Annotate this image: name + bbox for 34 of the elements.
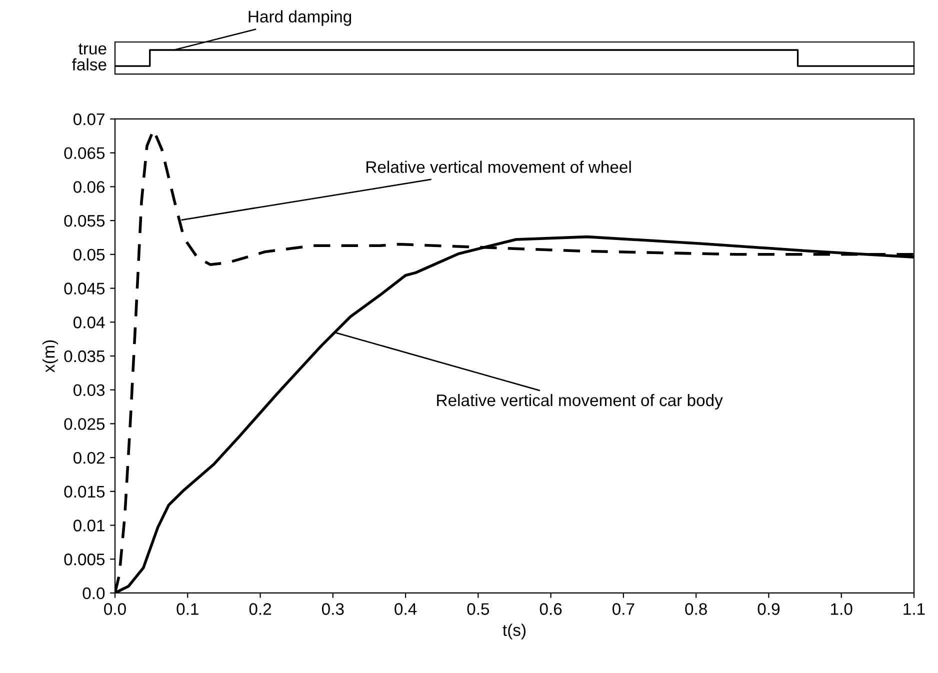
x-tick-label: 1.1 — [904, 603, 925, 615]
text: false — [72, 58, 106, 70]
y-tick-label: 0.07 — [73, 113, 104, 126]
x-tick-label: 0.9 — [758, 603, 780, 615]
y-tick-label: 0.065 — [64, 147, 105, 160]
x-tick-label: 0.2 — [249, 603, 272, 615]
x-tick-label: 1.0 — [831, 603, 852, 615]
x-tick-label: 0.5 — [467, 603, 490, 615]
y-tick-label: 0.015 — [64, 486, 105, 498]
y-axis-title: x(m) — [42, 340, 58, 372]
y-tick-label: 0.04 — [73, 316, 105, 328]
y-tick-label: 0.0 — [82, 587, 105, 600]
annotation: Relative vertical movement of wheel — [366, 160, 631, 173]
y-tick-label: 0.05 — [73, 248, 105, 261]
x-tick-label: 0.0 — [104, 603, 126, 615]
annotation: Relative vertical movement of car body — [437, 394, 723, 410]
x-tick-label: 0.3 — [322, 603, 344, 615]
y-tick-label: 0.005 — [64, 554, 105, 566]
y-tick-label: 0.055 — [64, 214, 105, 227]
x-tick-label: 0.6 — [540, 603, 562, 615]
x-tick-label: 0.7 — [612, 603, 634, 615]
x-tick-label: 0.1 — [176, 603, 198, 615]
y-tick-label: 0.01 — [73, 520, 104, 532]
annotation: Hard damping — [248, 10, 352, 26]
x-tick-label: 0.4 — [394, 603, 417, 615]
y-tick-label: 0.035 — [64, 350, 105, 362]
y-tick-label: 0.03 — [73, 384, 105, 396]
y-tick-label: 0.06 — [73, 181, 105, 193]
y-tick-label: 0.02 — [73, 452, 104, 464]
y-tick-label: 0.045 — [64, 282, 105, 294]
y-tick-label: 0.025 — [64, 418, 105, 430]
text: true — [78, 44, 106, 54]
x-axis-title: t(s) — [502, 624, 526, 640]
x-tick-label: 0.8 — [685, 603, 707, 615]
